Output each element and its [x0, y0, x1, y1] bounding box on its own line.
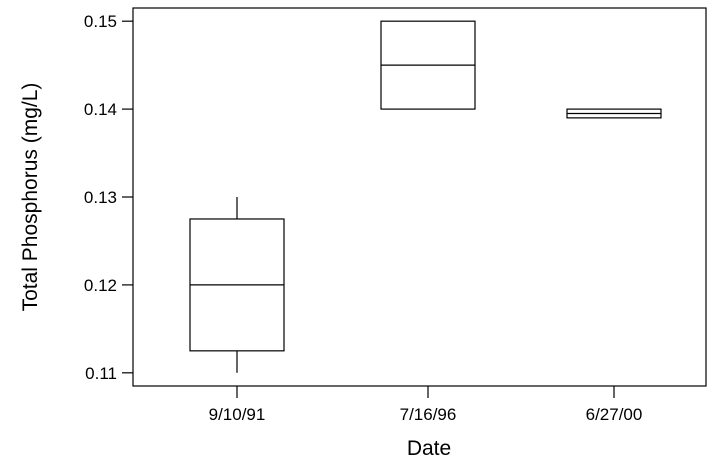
x-axis: 9/10/91 7/16/96 6/27/00: [209, 386, 643, 424]
y-tick-label: 0.13: [84, 188, 117, 207]
y-tick-label: 0.11: [85, 364, 117, 383]
x-tick-label: 6/27/00: [586, 405, 643, 424]
x-axis-title: Date: [407, 437, 451, 460]
box-group: [189, 197, 285, 373]
y-tick-label: 0.15: [84, 12, 117, 31]
y-axis: 0.11 0.12 0.13 0.14 0.15: [84, 12, 133, 383]
boxes: [189, 20, 662, 373]
x-tick-label: 7/16/96: [400, 405, 457, 424]
x-tick-label: 9/10/91: [209, 405, 266, 424]
y-tick-label: 0.12: [84, 276, 117, 295]
y-axis-title: Total Phosphorus (mg/L): [19, 83, 42, 312]
y-tick-label: 0.14: [84, 100, 117, 119]
box-group: [566, 108, 662, 119]
box-group: [380, 20, 476, 110]
